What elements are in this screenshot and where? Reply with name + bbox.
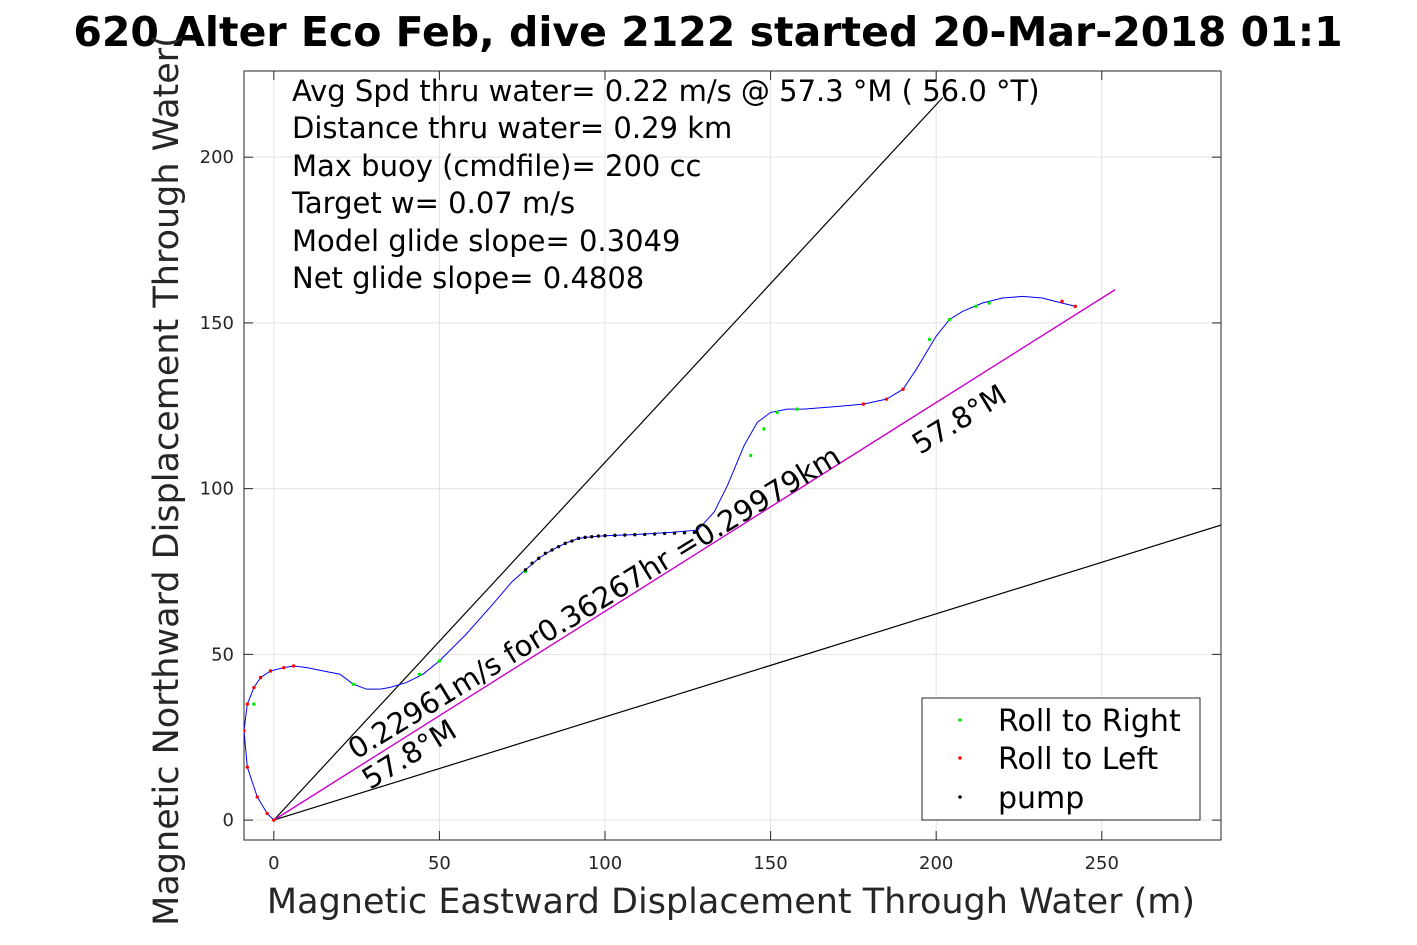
reference-line-upper xyxy=(273,97,944,821)
y-tick-label: 100 xyxy=(200,479,234,500)
pump-marker xyxy=(643,532,647,537)
pump-marker xyxy=(633,533,637,537)
pump-marker xyxy=(682,531,687,535)
pump-marker xyxy=(652,532,657,536)
roll-right-marker xyxy=(351,682,355,686)
pump-marker xyxy=(596,534,601,538)
y-tick-label: 50 xyxy=(211,644,234,665)
y-tick-label: 150 xyxy=(200,313,234,334)
legend-label-roll-right: Roll to Right xyxy=(998,704,1181,739)
roll-left-marker xyxy=(282,665,286,670)
info-distance: Distance thru water= 0.29 km xyxy=(292,111,732,145)
pump-marker xyxy=(583,535,587,540)
legend-marker-roll-right xyxy=(958,718,962,722)
roll-left-marker xyxy=(245,765,250,769)
roll-right-marker xyxy=(987,301,991,305)
info-target-w: Target w= 0.07 m/s xyxy=(291,186,575,220)
pump-marker xyxy=(556,544,561,549)
roll-left-marker xyxy=(291,664,296,668)
pump-marker xyxy=(672,531,677,535)
roll-right-marker xyxy=(252,702,256,706)
legend-label-roll-left: Roll to Left xyxy=(998,742,1158,777)
roll-left-marker xyxy=(265,811,269,816)
roll-right-marker xyxy=(775,410,779,415)
x-tick-label: 150 xyxy=(753,853,787,874)
x-tick-label: 0 xyxy=(268,853,279,874)
roll-left-marker xyxy=(268,669,273,673)
pump-marker xyxy=(613,533,617,538)
x-tick-label: 50 xyxy=(428,853,451,874)
roll-left-marker xyxy=(244,728,246,733)
roll-left-marker xyxy=(258,675,263,680)
roll-left-marker xyxy=(255,795,259,799)
roll-left-marker xyxy=(1073,304,1077,309)
pump-marker xyxy=(523,568,528,572)
chart-title: 620 Alter Eco Feb, dive 2122 started 20-… xyxy=(73,8,1342,56)
roll-right-marker xyxy=(417,672,422,676)
pump-marker xyxy=(576,536,581,541)
roll-left-marker xyxy=(272,818,276,822)
y-tick-label: 200 xyxy=(200,147,234,168)
grid xyxy=(244,71,1221,840)
roll-right-marker xyxy=(927,337,932,342)
heading-annotation-upper: 57.8°M xyxy=(906,378,1013,461)
info-box: Avg Spd thru water= 0.22 m/s @ 57.3 °M (… xyxy=(291,74,1040,295)
roll-left-marker xyxy=(884,397,889,401)
info-avg-speed: Avg Spd thru water= 0.22 m/s @ 57.3 °M (… xyxy=(292,74,1040,108)
pump-marker xyxy=(570,539,574,543)
legend-label-pump: pump xyxy=(998,781,1084,816)
track-markers xyxy=(244,299,1077,822)
info-model-glide: Model glide slope= 0.3049 xyxy=(292,224,680,258)
roll-right-marker xyxy=(947,317,952,322)
roll-right-marker xyxy=(749,453,753,458)
pump-marker xyxy=(550,548,554,552)
roll-right-marker xyxy=(795,407,799,411)
pump-marker xyxy=(530,561,534,565)
x-tick-label: 250 xyxy=(1085,853,1119,874)
legend-box xyxy=(921,697,1201,821)
pump-marker xyxy=(543,551,548,555)
info-net-glide: Net glide slope= 0.4808 xyxy=(292,261,644,295)
roll-right-marker xyxy=(762,427,766,431)
roll-left-marker xyxy=(252,685,256,690)
legend: Roll to Right Roll to Left pump xyxy=(921,697,1201,821)
y-axis: 0 50 100 150 200 xyxy=(200,147,1221,831)
pump-marker xyxy=(603,534,607,538)
y-tick-label: 0 xyxy=(223,810,234,831)
pump-marker xyxy=(537,556,541,560)
roll-left-marker xyxy=(901,387,905,391)
pump-marker xyxy=(590,535,594,539)
roll-left-marker xyxy=(861,402,866,406)
reference-line-lower xyxy=(273,524,1221,821)
roll-right-marker xyxy=(974,304,978,309)
info-max-buoy: Max buoy (cmdfile)= 200 cc xyxy=(292,149,701,183)
pump-marker xyxy=(623,533,627,537)
roll-left-marker xyxy=(245,702,250,706)
roll-right-marker xyxy=(437,659,442,663)
pump-marker xyxy=(662,531,667,536)
plot-frame xyxy=(243,70,1222,841)
y-axis-label: Magnetic Northward Displacement Through … xyxy=(147,34,187,926)
pump-marker xyxy=(563,541,567,546)
roll-left-marker xyxy=(1060,299,1064,304)
pump-marker xyxy=(692,530,697,535)
heading-line xyxy=(273,289,1116,821)
legend-marker-pump xyxy=(958,795,962,799)
x-tick-label: 100 xyxy=(588,853,622,874)
x-axis: 0 50 100 150 200 250 xyxy=(268,71,1119,874)
x-tick-label: 200 xyxy=(919,853,953,874)
legend-marker-roll-left xyxy=(958,756,962,760)
x-axis-label: Magnetic Eastward Displacement Through W… xyxy=(267,882,1195,922)
